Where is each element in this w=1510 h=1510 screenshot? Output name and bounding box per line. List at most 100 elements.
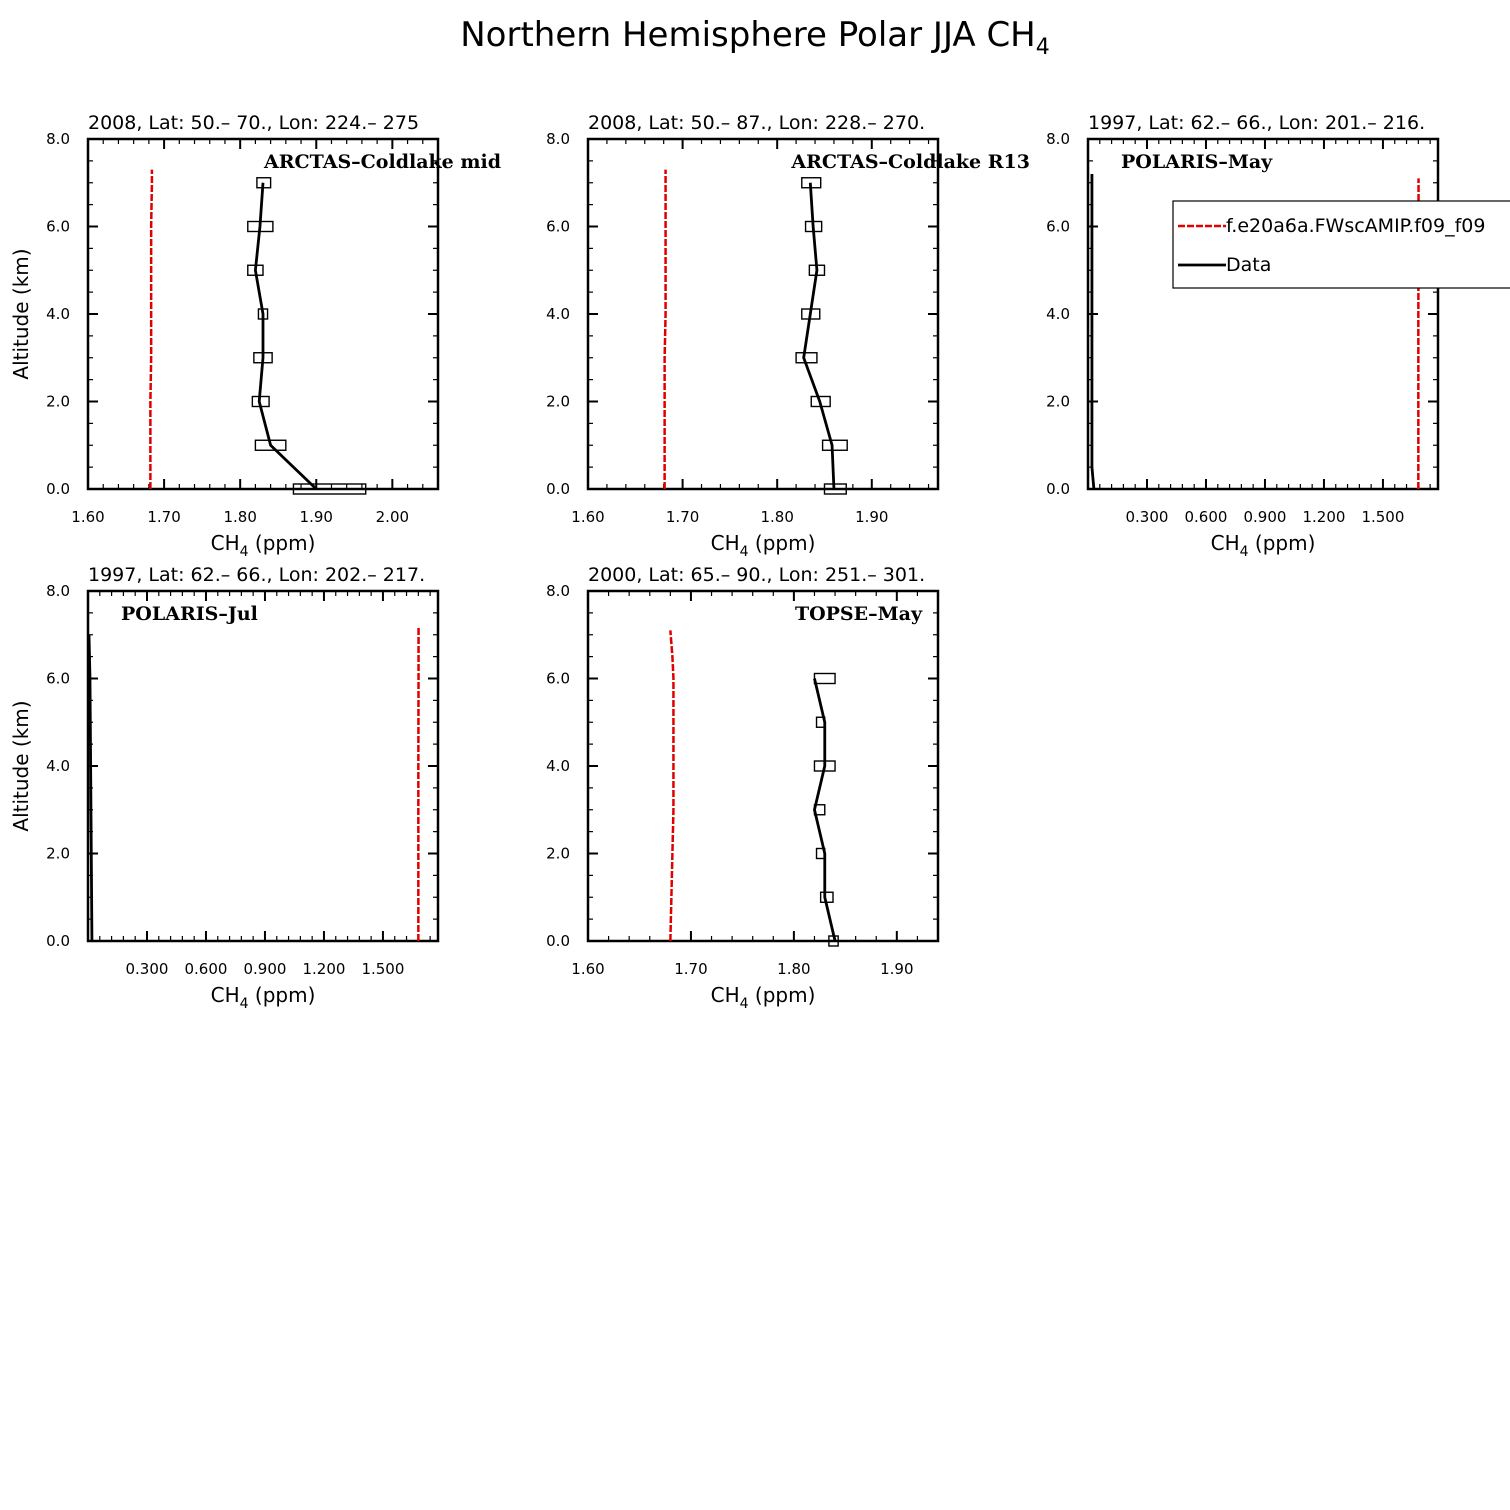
data-series-line [253,182,318,491]
data-range-box [801,177,822,189]
data-series-line [87,634,94,942]
y-tick-label: 6.0 [546,218,570,236]
model-series-line [663,169,667,489]
x-tick-label: 1.70 [147,508,180,526]
x-tick-label: 1.70 [674,960,707,978]
x-tick-label: 0.600 [185,960,228,978]
x-tick-label: 0.300 [126,960,169,978]
data-range-box [292,483,367,495]
data-range-box [813,760,836,772]
y-tick-label: 2.0 [46,845,70,863]
x-tick-label: 1.80 [223,508,256,526]
y-tick-label: 0.0 [546,480,570,498]
legend-box [1172,200,1510,289]
y-tick-label: 4.0 [546,305,570,323]
panel-title: 2008, Lat: 50.– 70., Lon: 224.– 275 [88,112,419,134]
model-series-line [149,169,154,489]
x-tick-label: 1.60 [71,508,104,526]
data-range-box [247,264,264,276]
data-range-box [254,439,287,451]
data-range-box [810,395,831,408]
y-tick-label: 8.0 [1046,130,1070,148]
y-tick-label: 2.0 [1046,393,1070,411]
campaign-label: POLARIS–Jul [121,603,258,625]
x-tick-label: 1.200 [302,960,345,978]
panel-1: 2008, Lat: 50.– 70., Lon: 224.– 275 ARCTA… [9,112,501,560]
y-tick-label: 2.0 [546,393,570,411]
data-range-box [256,177,272,189]
legend-model-label: f.e20a6a.FWscAMIP.f09_f09 [1226,215,1485,237]
campaign-label: ARCTAS–Coldlake mid [263,151,501,173]
y-tick-label: 0.0 [46,480,70,498]
y-tick-label: 6.0 [46,218,70,236]
x-axis-label: CH4 (ppm) [1211,531,1316,560]
y-tick-label: 8.0 [46,130,70,148]
x-tick-label: 1.80 [760,508,793,526]
panel-frame [86,589,440,943]
x-tick-label: 1.500 [361,960,404,978]
panels-group: 2008, Lat: 50.– 70., Lon: 224.– 275 ARCTA… [9,112,1440,1012]
data-range-box [801,308,821,320]
y-tick-label: 4.0 [46,305,70,323]
x-tick-label: 1.90 [855,508,888,526]
y-tick-label: 4.0 [1046,305,1070,323]
data-range-box [828,935,839,947]
panel-frame [586,137,940,491]
panel-title: 2000, Lat: 65.– 90., Lon: 251.– 301. [588,564,925,586]
y-tick-label: 8.0 [546,582,570,600]
panel-title: 1997, Lat: 62.– 66., Lon: 202.– 217. [88,564,425,586]
x-axis-label: CH4 (ppm) [211,983,316,1012]
y-tick-label: 4.0 [546,757,570,775]
data-series-line [802,182,836,490]
x-tick-label: 1.500 [1361,508,1404,526]
x-tick-label: 0.300 [1126,508,1169,526]
data-series-line [1090,174,1096,490]
x-tick-label: 1.90 [880,960,913,978]
y-tick-label: 6.0 [546,670,570,688]
campaign-label: ARCTAS–Coldlake R13 [790,151,1030,173]
data-range-box [247,220,274,233]
x-tick-label: 0.900 [1243,508,1286,526]
data-range-box [819,891,834,903]
x-tick-label: 2.00 [376,508,409,526]
y-tick-label: 4.0 [46,757,70,775]
x-axis-label: CH4 (ppm) [711,983,816,1012]
x-tick-label: 1.60 [571,508,604,526]
data-range-box [804,220,823,233]
legend-data-label: Data [1226,254,1271,276]
panel-title: 1997, Lat: 62.– 66., Lon: 201.– 216. [1088,112,1425,134]
legend: f.e20a6a.FWscAMIP.f09_f09 Data [1172,200,1510,289]
y-tick-label: 2.0 [46,393,70,411]
panel-frame [1086,137,1440,491]
campaign-label: TOPSE–May [795,603,923,625]
y-axis-label: Altitude (km) [9,700,33,831]
data-range-box [815,716,826,728]
x-tick-label: 1.90 [300,508,333,526]
x-tick-label: 1.200 [1302,508,1345,526]
y-tick-label: 2.0 [546,845,570,863]
y-tick-label: 6.0 [1046,218,1070,236]
y-tick-label: 8.0 [46,582,70,600]
y-tick-label: 0.0 [546,932,570,950]
panel-5: 2000, Lat: 65.– 90., Lon: 251.– 301. TOPS… [546,564,940,1012]
data-range-box [815,847,826,860]
x-tick-label: 0.900 [243,960,286,978]
main-title: Northern Hemisphere Polar JJA CH4 [460,15,1050,60]
x-axis-label: CH4 (ppm) [711,531,816,560]
panel-frame [586,589,940,943]
data-range-box [813,672,836,685]
data-range-box [821,439,848,451]
x-axis-label: CH4 (ppm) [211,531,316,560]
y-tick-label: 8.0 [546,130,570,148]
y-tick-label: 0.0 [1046,480,1070,498]
data-range-box [253,352,273,364]
panel-3: 1997, Lat: 62.– 66., Lon: 201.– 216. POLA… [1046,112,1440,560]
data-range-box [251,395,270,408]
x-tick-label: 1.70 [666,508,699,526]
data-range-box [813,804,826,816]
panel-title: 2008, Lat: 50.– 87., Lon: 228.– 270. [588,112,925,134]
panel-4: 1997, Lat: 62.– 66., Lon: 202.– 217. POLA… [9,564,440,1012]
model-series-line [669,630,675,942]
data-range-box [823,483,847,495]
